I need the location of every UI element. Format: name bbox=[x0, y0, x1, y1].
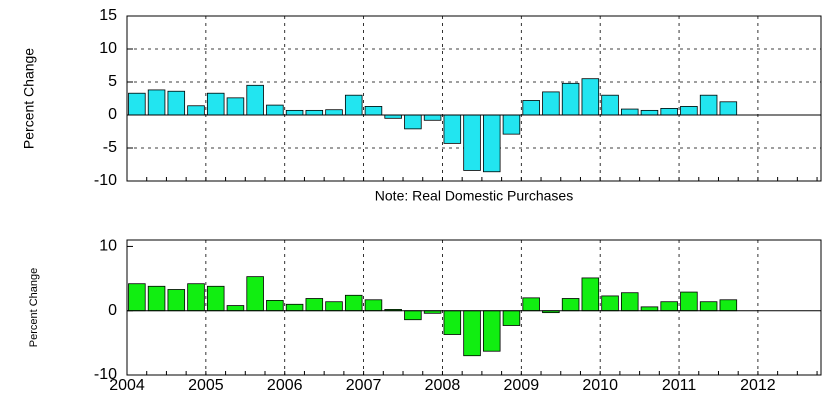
plot-frame bbox=[126, 239, 822, 376]
bar bbox=[344, 294, 363, 312]
bar bbox=[167, 90, 186, 116]
x-tick-label: 2011 bbox=[662, 377, 697, 394]
bar bbox=[325, 109, 343, 116]
bar bbox=[167, 289, 186, 312]
bar bbox=[285, 303, 304, 312]
x-tick-label: 2010 bbox=[582, 377, 618, 394]
bar bbox=[266, 104, 284, 116]
y-tick-label: 15 bbox=[99, 7, 117, 24]
x-tick-label: 2007 bbox=[346, 377, 382, 394]
bar bbox=[246, 84, 264, 116]
x-tick-label: 2008 bbox=[425, 377, 461, 394]
bar bbox=[680, 106, 698, 116]
bar bbox=[187, 283, 205, 312]
bar bbox=[226, 97, 245, 116]
bar bbox=[128, 283, 146, 312]
bar bbox=[305, 109, 324, 116]
bar bbox=[147, 285, 166, 312]
bar bbox=[463, 310, 481, 357]
bar bbox=[266, 300, 284, 312]
x-tick-label: 2006 bbox=[267, 377, 303, 394]
bar bbox=[482, 114, 501, 173]
x-tick-label: 2012 bbox=[740, 377, 776, 394]
bar bbox=[719, 299, 738, 312]
bar bbox=[502, 310, 521, 326]
bar bbox=[423, 114, 442, 121]
x-tick-label: 2004 bbox=[109, 377, 145, 394]
bar bbox=[187, 105, 205, 116]
bar bbox=[522, 297, 540, 312]
bar bbox=[640, 306, 659, 312]
y-tick-label: -10 bbox=[94, 366, 117, 383]
bar bbox=[601, 295, 619, 312]
bar bbox=[285, 109, 304, 116]
bar bbox=[680, 291, 698, 312]
bar bbox=[364, 299, 383, 312]
annotation: Note: Real Domestic Purchases bbox=[375, 188, 573, 204]
bar bbox=[482, 310, 501, 352]
x-tick-label: 2005 bbox=[188, 377, 224, 394]
y-tick-label: 10 bbox=[99, 40, 117, 57]
y-axis-label: Percent Change bbox=[21, 48, 37, 149]
bar bbox=[640, 109, 659, 116]
bar bbox=[522, 100, 540, 116]
y-tick-label: 0 bbox=[108, 106, 117, 123]
bar bbox=[443, 114, 462, 144]
bar bbox=[246, 276, 264, 312]
bar bbox=[719, 101, 738, 116]
bar bbox=[620, 292, 639, 312]
bar bbox=[581, 78, 600, 116]
bar bbox=[463, 114, 481, 171]
bar bbox=[128, 92, 146, 116]
bar bbox=[620, 108, 639, 116]
bar bbox=[699, 301, 718, 312]
y-axis-label: Percent Change bbox=[28, 268, 40, 348]
bar bbox=[305, 298, 324, 312]
bar bbox=[147, 89, 166, 116]
y-tick-label: 10 bbox=[99, 238, 117, 255]
bar bbox=[364, 106, 383, 116]
bar bbox=[443, 310, 462, 335]
bar bbox=[561, 298, 580, 312]
bar bbox=[226, 305, 245, 312]
y-tick-label: 5 bbox=[108, 73, 117, 90]
bar bbox=[542, 91, 560, 116]
bar bbox=[404, 114, 422, 130]
bar bbox=[561, 82, 580, 116]
bar bbox=[344, 94, 363, 116]
y-tick-label: -5 bbox=[103, 139, 117, 156]
bar bbox=[699, 94, 718, 116]
bar bbox=[502, 114, 521, 135]
bar bbox=[660, 301, 678, 312]
y-tick-label: 0 bbox=[108, 302, 117, 319]
y-tick-label: -10 bbox=[94, 172, 117, 189]
bar bbox=[404, 310, 422, 321]
bar bbox=[581, 277, 600, 312]
plot-frame bbox=[126, 15, 822, 182]
bar bbox=[206, 92, 225, 116]
bar bbox=[206, 285, 225, 312]
bar bbox=[660, 108, 678, 116]
x-tick-label: 2009 bbox=[504, 377, 540, 394]
bar bbox=[325, 301, 343, 312]
bar bbox=[601, 94, 619, 116]
